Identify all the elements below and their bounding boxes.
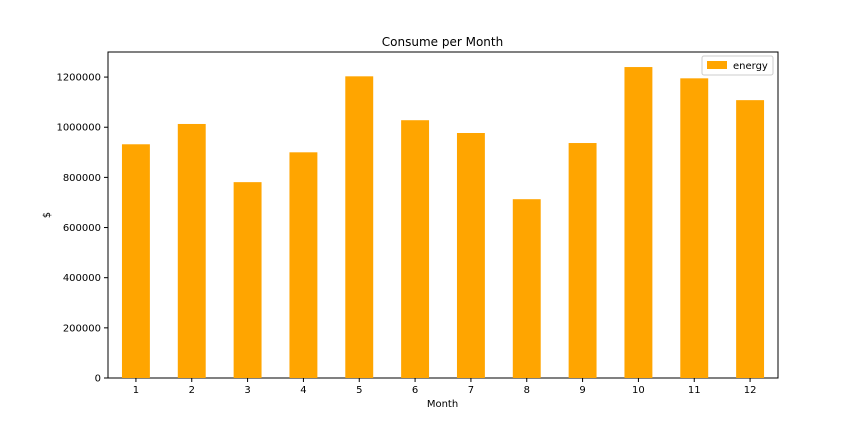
bar-month-5	[345, 76, 374, 378]
bar-month-3	[233, 182, 262, 378]
y-tick-label-1000000: 1000000	[56, 123, 101, 134]
bar-month-6	[401, 120, 430, 379]
x-axis: 1 2 3 4 5 6 7 8 9 10 11 12	[133, 378, 757, 396]
y-tick-label-400000: 400000	[63, 273, 101, 284]
x-tick-label-6: 6	[412, 385, 418, 396]
y-tick-label-600000: 600000	[63, 223, 101, 234]
plot-area	[107, 51, 779, 379]
x-axis-label: Month	[427, 399, 458, 410]
x-tick-label-12: 12	[744, 385, 757, 396]
x-tick-label-4: 4	[300, 385, 306, 396]
bar-month-2	[177, 123, 206, 378]
y-tick-label-800000: 800000	[63, 173, 101, 184]
bar-month-7	[456, 133, 485, 378]
x-tick-label-11: 11	[688, 385, 701, 396]
legend-label-energy: energy	[733, 61, 768, 72]
plot-frame	[107, 51, 779, 379]
x-tick-label-2: 2	[189, 385, 195, 396]
y-tick-label-200000: 200000	[63, 323, 101, 334]
bar-month-12	[736, 100, 765, 379]
chart-title: Consume per Month	[382, 35, 503, 49]
legend-swatch-energy	[707, 61, 727, 69]
bar-month-10	[624, 67, 653, 379]
bar-month-11	[680, 78, 709, 378]
x-tick-label-9: 9	[579, 385, 585, 396]
legend-box	[701, 55, 774, 76]
x-tick-label-1: 1	[133, 385, 139, 396]
x-tick-label-8: 8	[524, 385, 530, 396]
y-tick-label-0: 0	[95, 374, 101, 385]
y-tick-label-1200000: 1200000	[56, 73, 101, 84]
bars-layer	[121, 67, 765, 379]
x-tick-label-5: 5	[356, 385, 362, 396]
x-tick-label-7: 7	[468, 385, 474, 396]
bar-month-9	[568, 143, 597, 378]
bar-month-1	[121, 144, 150, 378]
x-tick-label-10: 10	[632, 385, 645, 396]
y-axis: 0 200000 400000 600000 800000 1000000 1200000	[56, 73, 108, 385]
y-axis-label: $	[42, 212, 53, 218]
bar-month-8	[512, 199, 541, 378]
legend: energy	[701, 55, 774, 76]
x-tick-label-3: 3	[244, 385, 250, 396]
bar-month-4	[289, 152, 318, 378]
